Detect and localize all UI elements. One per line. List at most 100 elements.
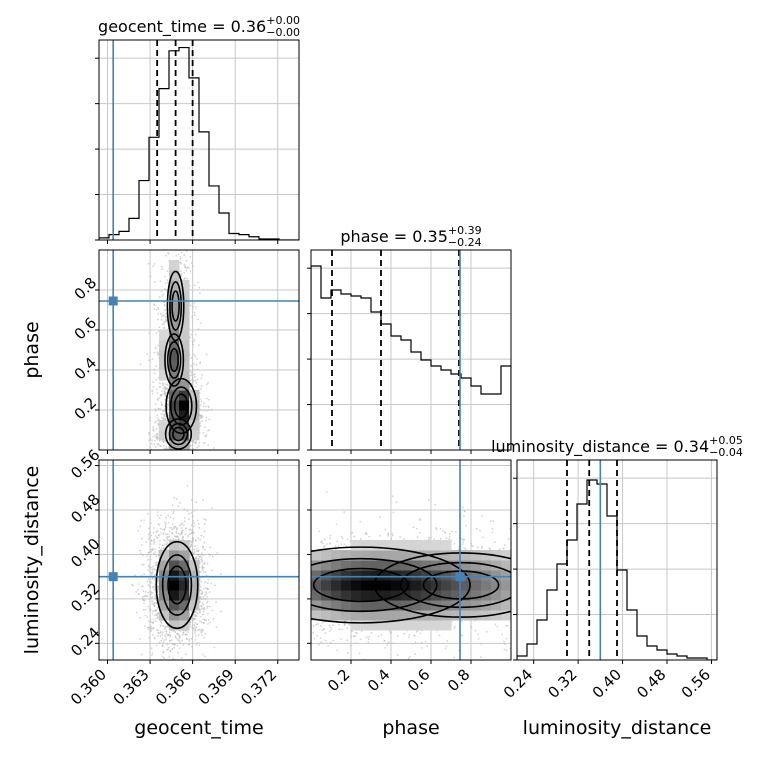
sample-point [162,293,164,295]
sample-point [150,522,152,524]
sample-point [206,354,208,356]
sample-point [140,552,142,554]
sample-point [205,619,207,621]
sample-point [194,376,196,378]
sample-point [154,574,156,576]
sample-point [179,455,181,457]
sample-point [448,538,450,540]
sample-point [205,598,207,600]
sample-point [197,520,199,522]
sample-point [182,634,184,636]
sample-point [156,667,158,669]
sample-point [195,639,197,641]
sample-point [182,537,184,539]
sample-point [165,282,167,284]
sample-point [195,380,197,382]
sample-point [197,247,199,249]
sample-point [152,358,154,360]
sample-point [155,446,157,448]
sample-point [153,352,155,354]
sample-point [203,405,205,407]
sample-point [151,600,153,602]
sample-point [173,664,175,666]
sample-point [325,640,327,642]
sample-point [313,638,315,640]
sample-point [168,243,170,245]
sample-point [351,636,353,638]
sample-point [176,451,178,453]
sample-point [165,383,167,385]
sample-point [161,404,163,406]
sample-point [163,454,165,456]
sample-point [199,628,201,630]
sample-point [157,578,159,580]
sample-point [198,634,200,636]
sample-point [192,344,194,346]
sample-point [191,524,193,526]
sample-point [163,327,165,329]
sample-point [153,543,155,545]
sample-point [216,626,218,628]
sample-point [155,437,157,439]
sample-point [193,624,195,626]
sample-point [149,419,151,421]
sample-point [205,574,207,576]
sample-point [154,435,156,437]
sample-point [322,622,324,624]
sample-point [192,369,194,371]
sample-point [168,661,170,663]
sample-point [205,633,207,635]
sample-point [551,545,553,547]
sample-point [186,230,188,232]
sample-point [184,477,186,479]
sample-point [199,425,201,427]
density-cell [179,580,190,591]
sample-point [178,253,180,255]
sample-point [534,608,536,610]
sample-point [160,413,162,415]
sample-point [145,591,147,593]
sample-point [139,550,141,552]
sample-point [194,539,196,541]
sample-point [206,434,208,436]
sample-point [191,619,193,621]
sample-point [196,548,198,550]
sample-point [188,457,190,459]
sample-point [194,614,196,616]
sample-point [198,523,200,525]
sample-point [550,582,552,584]
sample-point [194,630,196,632]
sample-point [195,334,197,336]
sample-point [161,319,163,321]
sample-point [173,528,175,530]
sample-point [201,561,203,563]
sample-point [169,530,171,532]
sample-point [147,592,149,594]
sample-point [202,614,204,616]
sample-point [198,344,200,346]
sample-point [157,308,159,310]
sample-point [192,520,194,522]
sample-point [159,540,161,542]
sample-point [153,532,155,534]
sample-point [195,457,197,459]
sample-point [629,640,631,642]
sample-point [167,533,169,535]
sample-point [207,563,209,565]
sample-point [198,555,200,557]
sample-point [324,538,326,540]
density-cell [169,580,180,591]
sample-point [186,278,188,280]
sample-point [163,447,165,449]
sample-point [165,540,167,542]
sample-point [200,632,202,634]
sample-point [336,649,338,651]
sample-point [190,304,192,306]
sample-point [201,608,203,610]
sample-point [181,527,183,529]
sample-point [157,588,159,590]
sample-point [168,647,170,649]
sample-point [200,555,202,557]
sample-point [300,616,302,618]
sample-point [147,606,149,608]
